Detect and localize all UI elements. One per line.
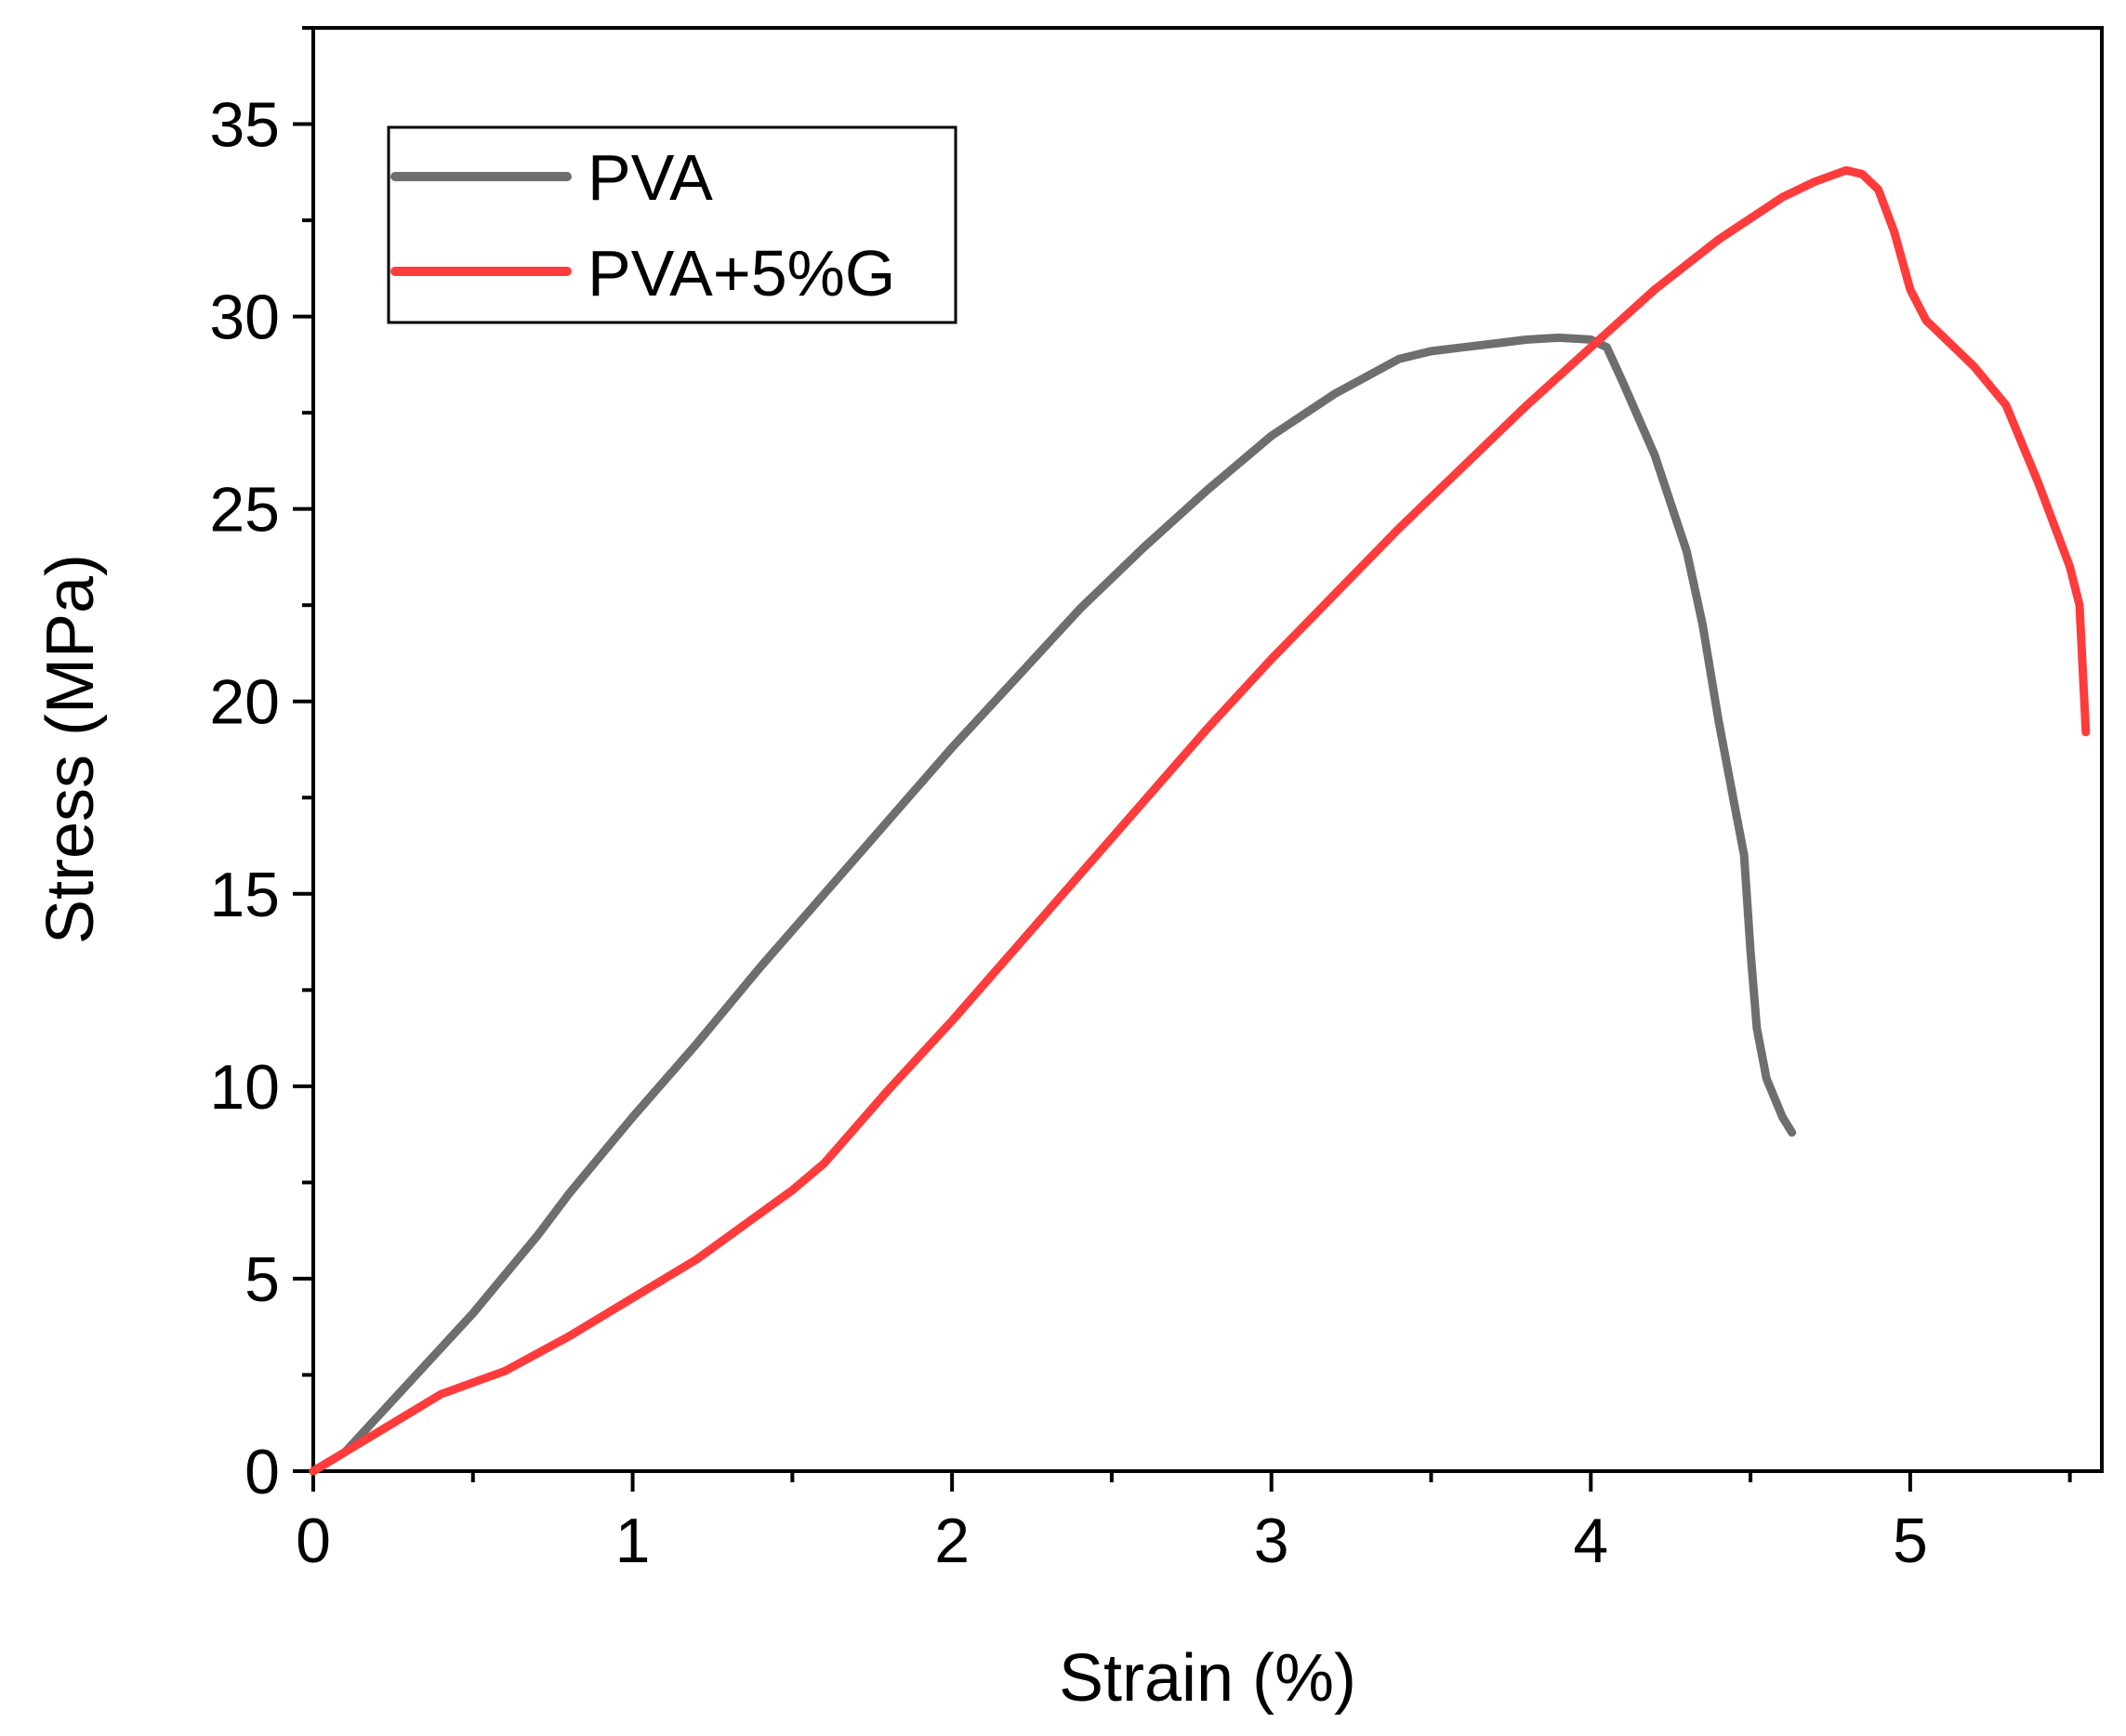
legend-box: [387, 125, 957, 324]
x-tick-label: 1: [615, 1506, 651, 1576]
y-tick-label: 25: [209, 475, 280, 546]
y-tick-label: 20: [209, 667, 280, 738]
legend-label-pva-5g: PVA+5%G: [588, 237, 895, 309]
x-tick-label: 4: [1573, 1506, 1608, 1576]
y-axis: 0 5 10 15 20 25 30 35: [209, 26, 313, 1507]
y-tick-label: 35: [209, 90, 280, 161]
series-line-pva-5g: [309, 165, 2091, 1476]
series-layer: [309, 165, 2091, 1476]
x-axis: 0 1 2 3 4 5: [296, 1471, 2072, 1576]
x-tick-label: 2: [934, 1506, 970, 1576]
y-tick-label: 0: [244, 1437, 280, 1507]
y-tick-label: 30: [209, 283, 280, 353]
x-tick-label: 0: [296, 1506, 331, 1576]
plot-frame: [311, 26, 2104, 1473]
x-tick-label: 3: [1254, 1506, 1289, 1576]
y-tick-label: 15: [209, 860, 280, 930]
y-tick-label: 10: [209, 1052, 280, 1123]
x-axis-title: Strain (%): [1059, 1641, 1356, 1716]
y-axis-title: Stress (MPa): [33, 554, 108, 944]
legend: PVA PVA+5%G: [387, 125, 957, 324]
legend-label-pva: PVA: [588, 141, 713, 214]
x-tick-label: 5: [1893, 1506, 1928, 1576]
y-tick-label: 5: [244, 1244, 280, 1315]
series-line-pva: [309, 333, 1797, 1476]
